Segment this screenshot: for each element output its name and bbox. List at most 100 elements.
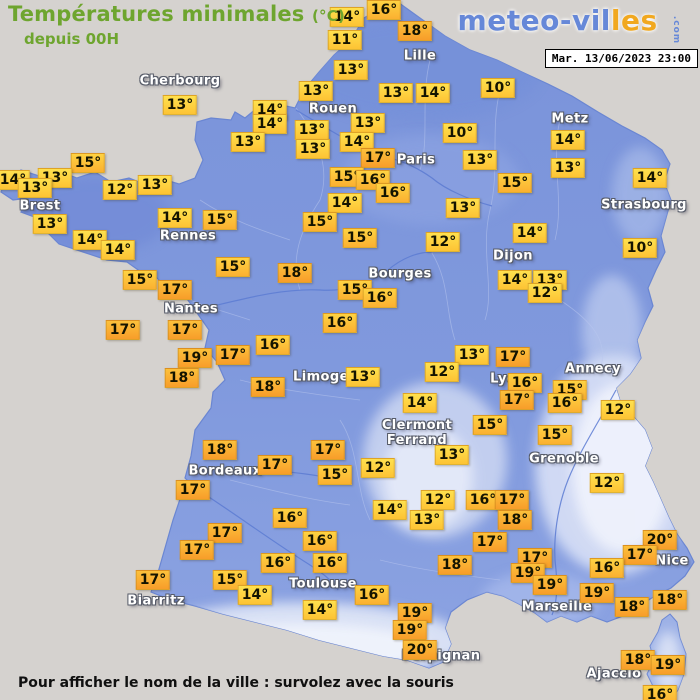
temp-badge[interactable]: 18° [164, 368, 200, 388]
temp-badge[interactable]: 13° [294, 120, 330, 140]
temp-badge[interactable]: 16° [375, 183, 411, 203]
temp-badge[interactable]: 17° [179, 540, 215, 560]
temp-badge[interactable]: 12° [102, 180, 138, 200]
temp-badge[interactable]: 15° [70, 153, 106, 173]
temp-badge[interactable]: 18° [497, 510, 533, 530]
temp-badge[interactable]: 18° [437, 555, 473, 575]
temp-badge[interactable]: 13° [32, 214, 68, 234]
temp-badge[interactable]: 17° [257, 455, 293, 475]
temp-badge[interactable]: 14° [372, 500, 408, 520]
temp-badge[interactable]: 14° [402, 393, 438, 413]
temp-badge[interactable]: 14° [632, 168, 668, 188]
temp-badge[interactable]: 17° [499, 390, 535, 410]
temp-badge[interactable]: 18° [614, 597, 650, 617]
temp-badge[interactable]: 16° [589, 558, 625, 578]
temp-badge[interactable]: 13° [462, 150, 498, 170]
temp-badge[interactable]: 17° [360, 148, 396, 168]
temp-badge[interactable]: 14° [302, 600, 338, 620]
temp-badge[interactable]: 14° [327, 193, 363, 213]
temp-badge[interactable]: 12° [420, 490, 456, 510]
temp-badge[interactable]: 17° [495, 347, 531, 367]
temp-badge[interactable]: 19° [397, 603, 433, 623]
temp-badge[interactable]: 13° [333, 60, 369, 80]
temp-badge[interactable]: 14° [157, 208, 193, 228]
temp-badge[interactable]: 17° [472, 532, 508, 552]
temp-badge[interactable]: 16° [322, 313, 358, 333]
temp-badge[interactable]: 18° [652, 590, 688, 610]
temp-badge[interactable]: 15° [337, 280, 373, 300]
temp-badge[interactable]: 13° [295, 139, 331, 159]
temp-badge[interactable]: 16° [260, 553, 296, 573]
temp-badge[interactable]: 13° [434, 445, 470, 465]
temp-badge[interactable]: 19° [579, 583, 615, 603]
temp-badge[interactable]: 14° [339, 132, 375, 152]
temp-badge[interactable]: 13° [378, 83, 414, 103]
temp-badge[interactable]: 13° [17, 178, 53, 198]
temp-badge[interactable]: 17° [167, 320, 203, 340]
temp-badge[interactable]: 13° [550, 158, 586, 178]
temp-badge[interactable]: 14° [72, 230, 108, 250]
temp-badge[interactable]: 19° [650, 655, 686, 675]
temp-badge[interactable]: 14° [415, 83, 451, 103]
temp-badge[interactable]: 12° [424, 362, 460, 382]
temp-badge[interactable]: 17° [310, 440, 346, 460]
temp-badge[interactable]: 17° [494, 490, 530, 510]
temp-badge[interactable]: 13° [345, 367, 381, 387]
temp-badge[interactable]: 19° [177, 348, 213, 368]
temp-badge[interactable]: 15° [215, 257, 251, 277]
temp-badge[interactable]: 16° [366, 0, 402, 20]
meteo-villes-logo[interactable]: meteo-villes .com [458, 4, 686, 44]
temp-badge[interactable]: 16° [642, 685, 678, 700]
temp-badge[interactable]: 14° [512, 223, 548, 243]
temp-badge[interactable]: 12° [425, 232, 461, 252]
temp-badge[interactable]: 18° [202, 440, 238, 460]
temp-badge[interactable]: 17° [215, 345, 251, 365]
temp-badge[interactable]: 18° [250, 377, 286, 397]
temp-badge[interactable]: 17° [207, 523, 243, 543]
temp-badge[interactable]: 14° [329, 7, 365, 27]
temp-badge[interactable]: 12° [589, 473, 625, 493]
temp-badge[interactable]: 15° [317, 465, 353, 485]
temp-badge[interactable]: 12° [360, 458, 396, 478]
temp-badge[interactable]: 17° [135, 570, 171, 590]
temp-badge[interactable]: 13° [409, 510, 445, 530]
temp-badge[interactable]: 16° [547, 393, 583, 413]
temp-badge[interactable]: 12° [600, 400, 636, 420]
temp-badge[interactable]: 16° [465, 490, 501, 510]
temp-badge[interactable]: 13° [298, 81, 334, 101]
temp-badge[interactable]: 16° [302, 531, 338, 551]
temp-badge[interactable]: 13° [137, 175, 173, 195]
temp-badge[interactable]: 10° [480, 78, 516, 98]
temp-badge[interactable]: 16° [312, 553, 348, 573]
temp-badge[interactable]: 14° [550, 130, 586, 150]
temp-badge[interactable]: 10° [622, 238, 658, 258]
temp-badge[interactable]: 13° [350, 113, 386, 133]
temp-badge[interactable]: 14° [237, 585, 273, 605]
temp-badge[interactable]: 17° [157, 280, 193, 300]
temp-badge[interactable]: 15° [472, 415, 508, 435]
temp-badge[interactable]: 17° [105, 320, 141, 340]
temp-badge[interactable]: 16° [272, 508, 308, 528]
temp-badge[interactable]: 16° [255, 335, 291, 355]
temp-badge[interactable]: 19° [392, 620, 428, 640]
temp-badge[interactable]: 13° [230, 132, 266, 152]
temp-badge[interactable]: 15° [202, 210, 238, 230]
temp-badge[interactable]: 11° [327, 30, 363, 50]
temp-badge[interactable]: 19° [532, 575, 568, 595]
temp-badge[interactable]: 16° [362, 288, 398, 308]
temp-badge[interactable]: 20° [402, 640, 438, 660]
temp-badge[interactable]: 13° [454, 345, 490, 365]
temp-badge[interactable]: 15° [302, 212, 338, 232]
temp-badge[interactable]: 15° [537, 425, 573, 445]
temp-badge[interactable]: 12° [527, 283, 563, 303]
temp-badge[interactable]: 13° [445, 198, 481, 218]
temp-badge[interactable]: 15° [122, 270, 158, 290]
temp-badge[interactable]: 18° [277, 263, 313, 283]
temp-badge[interactable]: 17° [175, 480, 211, 500]
temp-badge[interactable]: 14° [252, 114, 288, 134]
temp-badge[interactable]: 15° [497, 173, 533, 193]
temp-badge[interactable]: 16° [507, 373, 543, 393]
temp-badge[interactable]: 14° [100, 240, 136, 260]
temp-badge[interactable]: 18° [397, 21, 433, 41]
temp-badge[interactable]: 16° [354, 585, 390, 605]
